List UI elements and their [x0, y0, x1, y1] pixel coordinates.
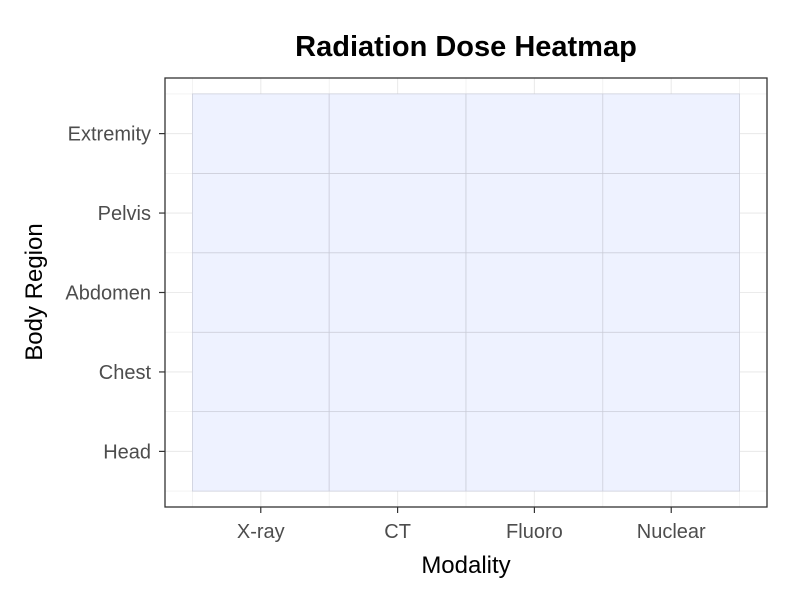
axis-ticks: [159, 133, 672, 513]
heatmap-cell-fluoro-head: [465, 411, 604, 492]
x-tick-label: Fluoro: [506, 521, 563, 543]
heatmap-cell-x-ray-pelvis: [192, 172, 330, 254]
tick-labels: X-ray CT Fluoro Nuclear Head Chest Abdomen Pelv…: [65, 124, 706, 543]
heatmap-cell-ct-pelvis: [328, 172, 467, 254]
x-tick-label: Nuclear: [637, 521, 706, 543]
heatmap-cell-nuclear-abdomen: [602, 252, 740, 333]
heatmap-cell-ct-extremity: [328, 93, 467, 174]
y-tick-label: Abdomen: [65, 283, 151, 305]
heatmap-cell-nuclear-extremity: [602, 93, 740, 174]
heatmap-cell-x-ray-extremity: [192, 93, 330, 174]
heatmap-cell-nuclear-head: [602, 411, 740, 492]
x-tick-label: X-ray: [237, 521, 285, 543]
heatmap-cell-fluoro-pelvis: [465, 172, 604, 254]
y-tick-label: Chest: [99, 362, 152, 384]
heatmap-cell-x-ray-abdomen: [192, 252, 330, 333]
heatmap-cell-x-ray-chest: [192, 331, 330, 413]
y-tick-label: Pelvis: [98, 203, 151, 225]
heatmap-cell-nuclear-chest: [602, 331, 740, 413]
heatmap-cell-ct-abdomen: [328, 252, 467, 333]
heatmap-cell-fluoro-chest: [465, 331, 604, 413]
heatmap-cell-x-ray-head: [192, 411, 330, 492]
heatmap-cell-nuclear-pelvis: [602, 172, 740, 254]
heatmap-cell-fluoro-extremity: [465, 93, 604, 174]
x-axis-title: Modality: [421, 552, 510, 579]
heatmap-cell-fluoro-abdomen: [465, 252, 604, 333]
y-tick-label: Extremity: [68, 124, 151, 146]
y-tick-label: Head: [103, 441, 151, 463]
x-tick-label: CT: [384, 521, 411, 543]
heatmap-cell-ct-chest: [328, 331, 467, 413]
heatmap-cells: [192, 93, 740, 492]
heatmap-cell-ct-head: [328, 411, 467, 492]
chart-title: Radiation Dose Heatmap: [295, 31, 637, 63]
y-axis-title: Body Region: [21, 223, 48, 360]
